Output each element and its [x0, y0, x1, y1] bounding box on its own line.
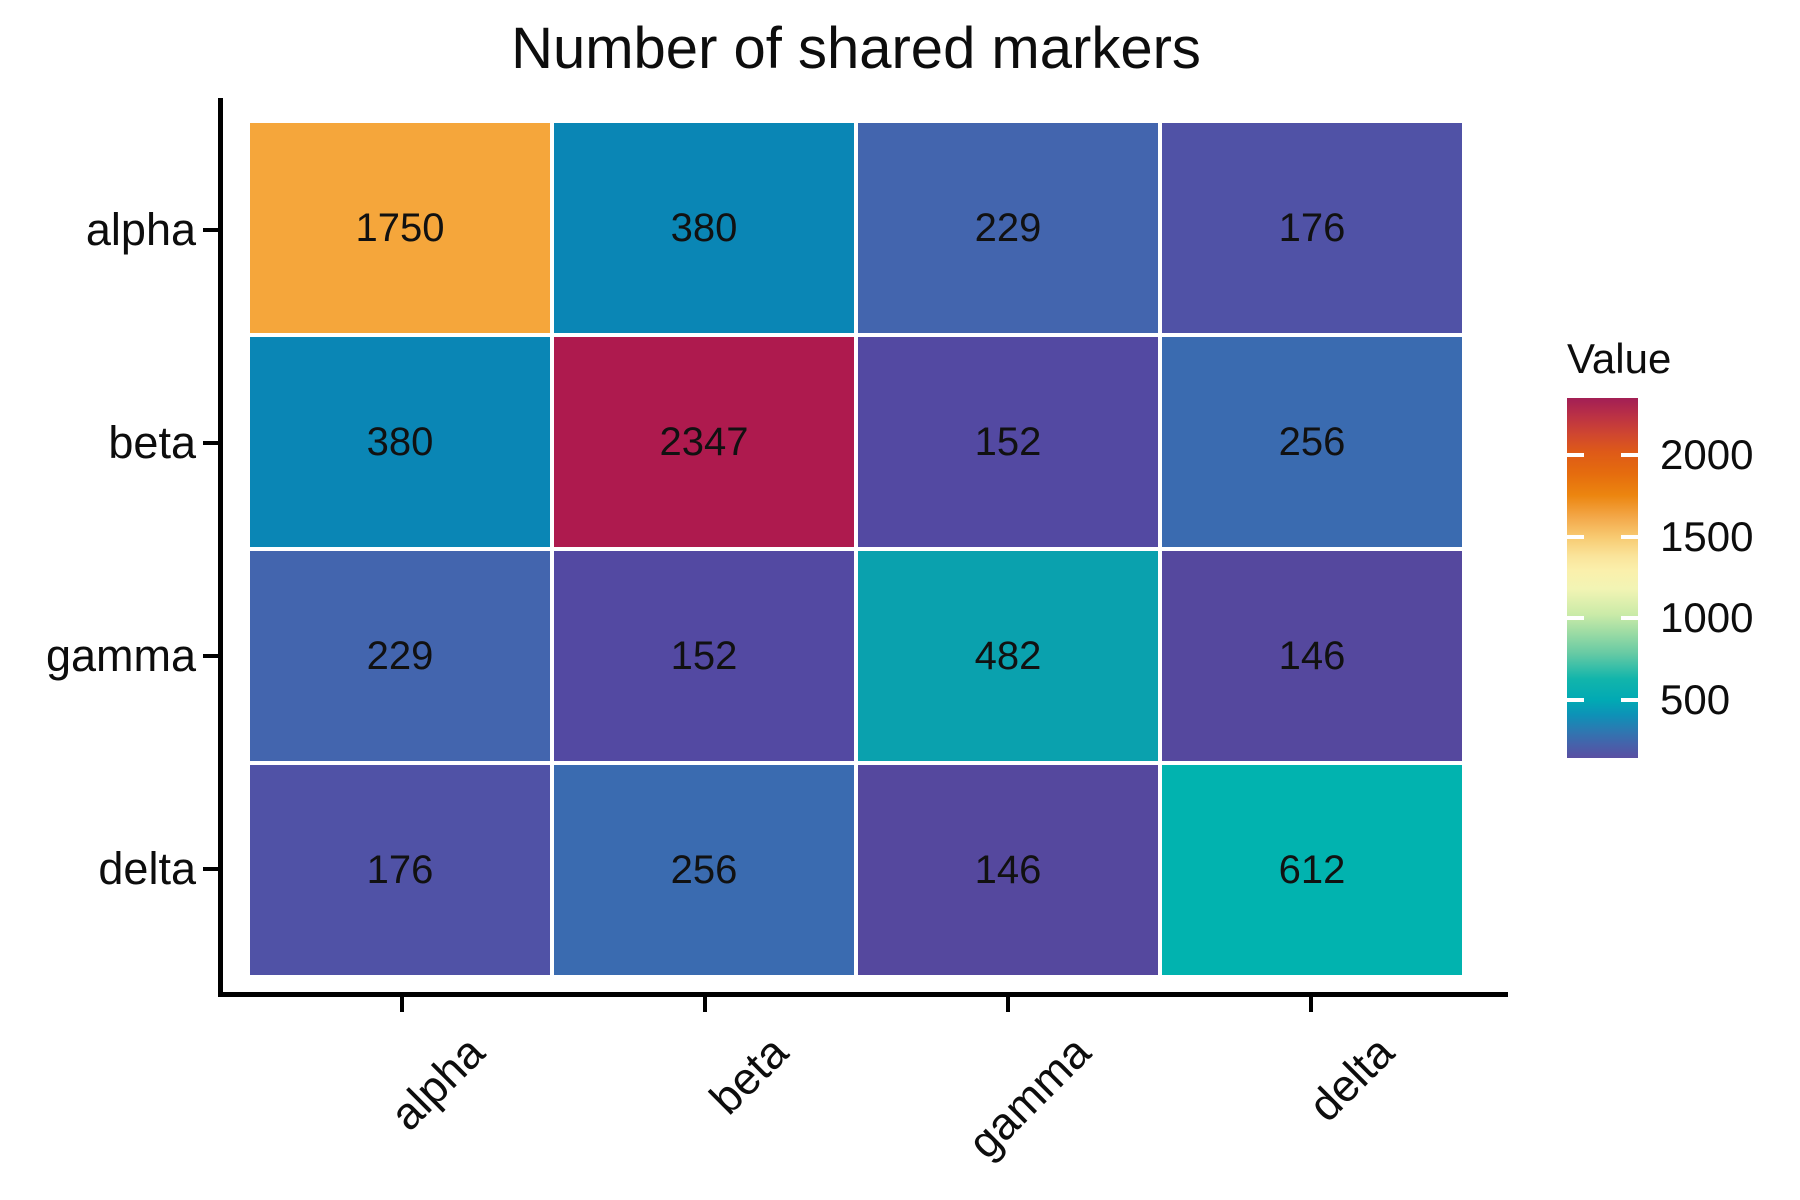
- heatmap-cell-delta-delta: 612: [1162, 765, 1462, 975]
- heatmap-grid: 1750 380 229 176 380 2347 152 256 229 152 482 146 17…: [250, 123, 1462, 975]
- y-axis-tick-delta: [203, 866, 218, 871]
- x-axis-label-gamma: gamma: [958, 1026, 1101, 1169]
- legend: Value 2000 1500 1000 500: [1567, 336, 1800, 836]
- legend-tick-label-1500: 1500: [1660, 512, 1754, 560]
- legend-tick-label-2000: 2000: [1660, 430, 1754, 478]
- heatmap-cell-delta-beta: 256: [554, 765, 854, 975]
- legend-tick-1000: [1621, 616, 1638, 621]
- heatmap-cell-beta-alpha: 380: [250, 337, 550, 547]
- heatmap-cell-alpha-beta: 380: [554, 123, 854, 333]
- legend-colorbar: [1567, 398, 1638, 758]
- y-axis-label-beta: beta: [108, 416, 196, 468]
- heatmap-cell-beta-delta: 256: [1162, 337, 1462, 547]
- legend-tick-500: [1621, 698, 1638, 703]
- x-axis-tick-delta: [1308, 997, 1313, 1012]
- legend-tick-2000: [1567, 452, 1584, 457]
- heatmap-cell-delta-alpha: 176: [250, 765, 550, 975]
- legend-tick-label-500: 500: [1660, 676, 1731, 724]
- x-axis-label-beta: beta: [699, 1026, 798, 1125]
- x-axis-label-delta: delta: [1298, 1026, 1404, 1132]
- y-axis-tick-alpha: [203, 227, 218, 232]
- heatmap-cell-gamma-gamma: 482: [858, 551, 1158, 761]
- legend-tick-1500: [1621, 534, 1638, 539]
- chart-title: Number of shared markers: [511, 16, 1201, 81]
- y-axis-line: [218, 98, 223, 997]
- heatmap-cell-delta-gamma: 146: [858, 765, 1158, 975]
- heatmap-cell-beta-beta: 2347: [554, 337, 854, 547]
- x-axis-tick-beta: [702, 997, 707, 1012]
- legend-tick-2000: [1621, 452, 1638, 457]
- heatmap-cell-gamma-alpha: 229: [250, 551, 550, 761]
- heatmap-cell-beta-gamma: 152: [858, 337, 1158, 547]
- x-axis-tick-alpha: [399, 997, 404, 1012]
- heatmap-cell-alpha-delta: 176: [1162, 123, 1462, 333]
- y-axis-label-gamma: gamma: [45, 629, 196, 681]
- legend-tick-500: [1567, 698, 1584, 703]
- y-axis-tick-beta: [203, 440, 218, 445]
- heatmap-cell-alpha-gamma: 229: [858, 123, 1158, 333]
- heatmap-cell-alpha-alpha: 1750: [250, 123, 550, 333]
- x-axis-label-alpha: alpha: [380, 1026, 495, 1140]
- legend-title: Value: [1567, 335, 1672, 382]
- x-axis-tick-gamma: [1005, 997, 1010, 1012]
- legend-tick-1500: [1567, 534, 1584, 539]
- heatmap-cell-gamma-delta: 146: [1162, 551, 1462, 761]
- heatmap-cell-gamma-beta: 152: [554, 551, 854, 761]
- y-axis-label-delta: delta: [98, 842, 196, 894]
- legend-tick-1000: [1567, 616, 1584, 621]
- y-axis-tick-gamma: [203, 653, 218, 658]
- legend-tick-label-1000: 1000: [1660, 594, 1754, 642]
- x-axis-line: [218, 992, 1508, 997]
- y-axis-label-alpha: alpha: [85, 203, 196, 255]
